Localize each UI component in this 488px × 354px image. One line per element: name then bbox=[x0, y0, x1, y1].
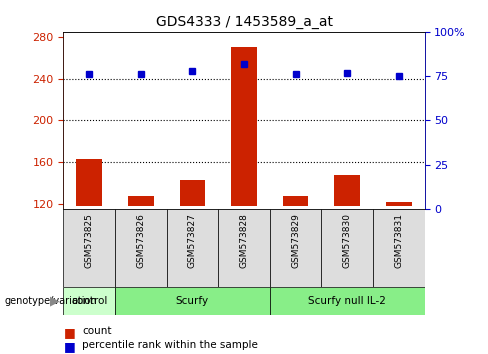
Bar bbox=[180, 180, 205, 206]
Bar bbox=[373, 209, 425, 287]
Bar bbox=[334, 175, 360, 206]
Bar bbox=[218, 209, 270, 287]
Bar bbox=[386, 201, 412, 206]
Text: ■: ■ bbox=[63, 326, 75, 339]
Bar bbox=[63, 287, 115, 315]
Text: ▶: ▶ bbox=[50, 295, 60, 307]
Text: ■: ■ bbox=[63, 340, 75, 353]
Text: percentile rank within the sample: percentile rank within the sample bbox=[82, 340, 258, 350]
Text: GSM573830: GSM573830 bbox=[343, 213, 352, 268]
Bar bbox=[76, 159, 102, 206]
Bar bbox=[115, 209, 166, 287]
Bar bbox=[270, 209, 322, 287]
Bar bbox=[115, 287, 270, 315]
Text: GSM573829: GSM573829 bbox=[291, 213, 300, 268]
Text: GSM573826: GSM573826 bbox=[136, 213, 145, 268]
Text: GSM573831: GSM573831 bbox=[394, 213, 403, 268]
Text: Scurfy: Scurfy bbox=[176, 296, 209, 306]
Bar bbox=[322, 209, 373, 287]
Text: GSM573825: GSM573825 bbox=[85, 213, 94, 268]
Text: control: control bbox=[71, 296, 107, 306]
Bar bbox=[166, 209, 218, 287]
Bar bbox=[231, 47, 257, 206]
Title: GDS4333 / 1453589_a_at: GDS4333 / 1453589_a_at bbox=[156, 16, 332, 29]
Bar bbox=[283, 196, 308, 206]
Text: Scurfy null IL-2: Scurfy null IL-2 bbox=[308, 296, 386, 306]
Bar bbox=[63, 209, 115, 287]
Bar bbox=[270, 287, 425, 315]
Text: GSM573827: GSM573827 bbox=[188, 213, 197, 268]
Text: genotype/variation: genotype/variation bbox=[5, 296, 98, 306]
Text: count: count bbox=[82, 326, 111, 336]
Text: GSM573828: GSM573828 bbox=[240, 213, 248, 268]
Bar bbox=[128, 196, 154, 206]
